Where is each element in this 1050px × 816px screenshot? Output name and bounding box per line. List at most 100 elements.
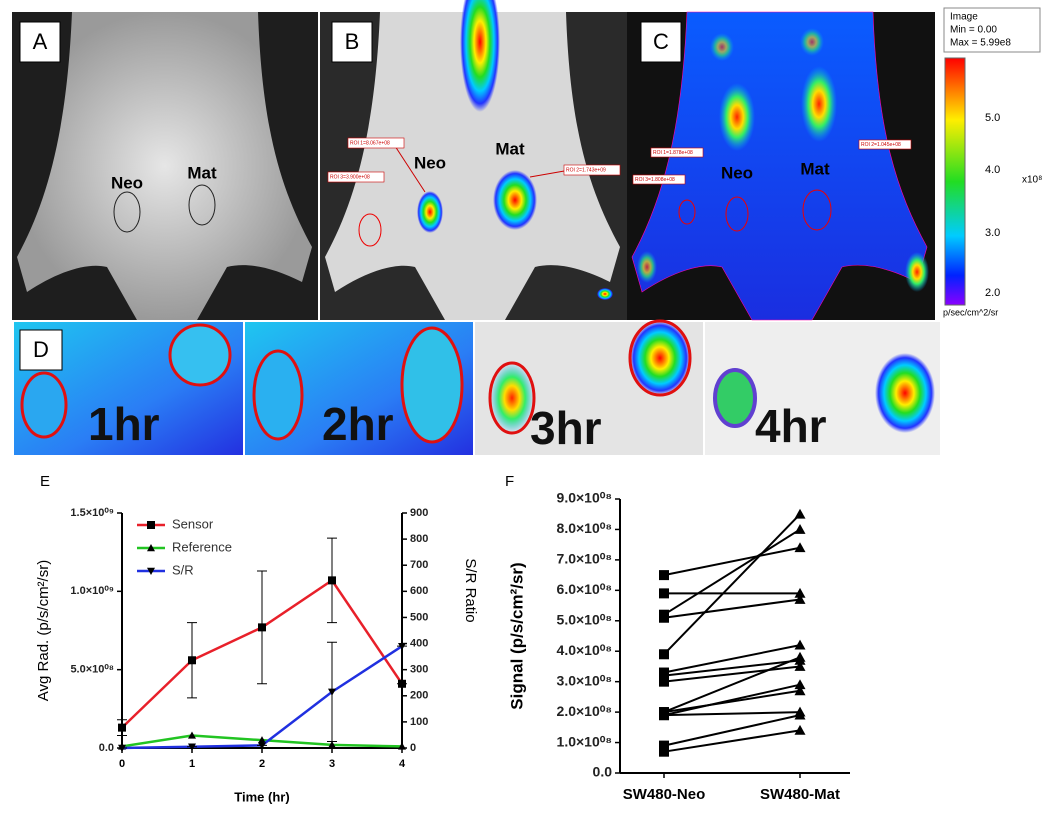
info-box <box>943 7 1041 53</box>
panel-label: A <box>33 29 48 54</box>
time-label: 1hr <box>88 398 160 450</box>
marker <box>328 688 336 696</box>
marker <box>147 521 155 529</box>
marker <box>147 567 155 575</box>
y-axis-title: Signal (p/s/cm²/sr) <box>507 562 526 709</box>
pair-line <box>663 656 801 714</box>
mat-label: Mat <box>800 159 830 178</box>
pair-line <box>663 659 801 677</box>
marker <box>118 744 126 752</box>
marker <box>794 685 806 696</box>
marker <box>659 740 669 751</box>
marker <box>794 593 806 604</box>
roi <box>678 199 696 225</box>
time-label: 4hr <box>755 400 827 452</box>
pair-line <box>663 513 801 655</box>
info-text: Image <box>950 12 978 23</box>
panel-label: C <box>653 29 669 54</box>
pair-line <box>663 711 801 717</box>
chart-f: F 0.0 1.0×10⁰⁸ 2.0×10⁰⁸ 3.0×10⁰⁸ 4.0×10⁰⁸ 5.0×… <box>505 473 850 803</box>
pair-line <box>663 683 801 717</box>
hotspot <box>801 66 837 142</box>
roi <box>252 349 304 441</box>
hotspot <box>417 191 443 233</box>
label-box <box>640 21 682 63</box>
roi-value: ROI 1=8.067e+08 <box>350 140 390 146</box>
marker <box>659 676 669 687</box>
label-box <box>331 21 373 63</box>
marker <box>794 724 806 735</box>
y-tick-label: 400 <box>410 637 428 649</box>
roi <box>628 319 692 397</box>
hotspot <box>637 251 657 283</box>
y-axis-title: Avg Rad. (p/s/cm²/sr) <box>35 560 52 701</box>
panel-label: F <box>505 473 514 490</box>
legend-label: Reference <box>172 539 232 554</box>
marker <box>188 731 196 739</box>
y-tick-label: 5.0×10⁰⁸ <box>70 664 114 676</box>
y2-axis-title: S/R Ratio <box>462 558 479 622</box>
time-label: 2hr <box>322 398 394 450</box>
marker <box>118 723 126 732</box>
marker <box>794 587 806 598</box>
marker <box>398 642 406 651</box>
time-label: 3hr <box>530 402 602 454</box>
x-tick-label: 3 <box>329 758 335 770</box>
marker <box>659 649 669 660</box>
pair-line <box>663 598 801 619</box>
hotspot <box>493 170 537 230</box>
colorbar: Image Min = 0.00 Max = 5.99e8 5.0 4.0 3.… <box>943 7 1042 317</box>
roi <box>168 323 232 387</box>
roi <box>358 213 382 247</box>
y-tick-label: 1.0×10⁰⁹ <box>70 585 114 597</box>
pair-line <box>663 644 801 674</box>
x-tick-label: 0 <box>119 758 125 770</box>
marker <box>258 623 266 632</box>
y-tick-label: 6.0×10⁰⁸ <box>557 581 612 597</box>
roi <box>802 189 832 231</box>
marker <box>794 709 806 720</box>
panel-b: ROI 1=8.067e+08 ROI 3=3.900e+08 ROI 2=1.… <box>320 0 627 320</box>
marker <box>794 660 806 671</box>
roi-box <box>347 137 405 149</box>
scale-exponent: x10⁸ <box>1022 175 1042 186</box>
marker <box>794 639 806 650</box>
pair-line <box>663 714 801 747</box>
roi-leader <box>529 169 571 178</box>
hotspot <box>875 353 935 433</box>
y-tick-label: 700 <box>410 559 428 571</box>
panel-label: D <box>33 337 49 362</box>
scale-label: 3.0 <box>985 227 1000 239</box>
marker <box>258 736 266 744</box>
panel-d: D 1hr 2hr 3hr 4hr <box>14 319 940 455</box>
y-tick-label: 2.0×10⁰⁸ <box>557 703 612 719</box>
pair-line <box>663 528 801 616</box>
roi <box>725 196 749 232</box>
hotspot <box>713 368 757 428</box>
y-tick-label: 3.0×10⁰⁸ <box>557 672 612 688</box>
neo-label: Neo <box>721 163 753 182</box>
roi-value: ROI 2=1.743e+09 <box>566 167 606 173</box>
marker <box>328 576 336 585</box>
y-tick-label: 300 <box>410 664 428 676</box>
x-axis-title: Time (hr) <box>234 789 289 804</box>
y-tick-label: 5.0×10⁰⁸ <box>557 611 612 627</box>
hotspot <box>710 33 734 61</box>
roi <box>113 191 141 233</box>
y-tick-label: 1.5×10⁰⁹ <box>70 507 114 519</box>
scale-label: 4.0 <box>985 164 1000 176</box>
panel-a: A Neo Mat <box>12 12 318 320</box>
pair-line <box>663 546 801 577</box>
marker <box>188 743 196 751</box>
marker <box>258 742 266 750</box>
roi-value: ROI 3=3.900e+08 <box>330 174 370 180</box>
hotspot <box>460 0 500 112</box>
info-text: Min = 0.00 <box>950 25 997 36</box>
roi <box>188 184 216 226</box>
legend-label: S/R <box>172 562 194 577</box>
x-tick-label: SW480-Mat <box>760 786 840 803</box>
roi-box <box>563 164 621 176</box>
legend-label: Sensor <box>172 516 214 531</box>
roi <box>400 326 464 444</box>
pair-line <box>663 665 801 683</box>
